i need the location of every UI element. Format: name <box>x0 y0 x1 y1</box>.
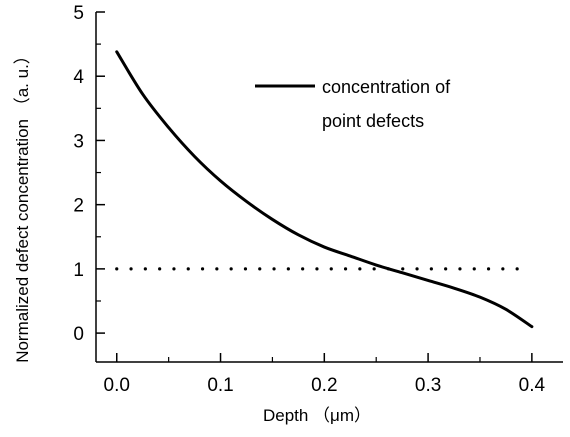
tick-labels: 0 1 2 3 4 5 0.0 0.1 0.2 0.3 0.4 <box>73 3 545 396</box>
x-tick-label: 0.0 <box>104 375 130 396</box>
x-tick-label: 0.2 <box>311 375 337 396</box>
y-tick-label: 3 <box>73 131 84 152</box>
x-tick-label: 0.3 <box>415 375 441 396</box>
legend: concentration of point defects <box>255 77 451 131</box>
ticks <box>96 11 533 362</box>
y-tick-label: 2 <box>73 196 84 217</box>
x-tick-label: 0.1 <box>207 375 233 396</box>
x-tick-label: 0.4 <box>519 375 546 396</box>
axes <box>95 12 563 363</box>
legend-label-line-2: point defects <box>322 111 424 131</box>
y-tick-label: 4 <box>73 67 84 88</box>
x-axis-title: Depth （μm） <box>263 406 371 425</box>
y-axis-title: Normalized defect concentration （a. u.） <box>13 47 32 363</box>
y-tick-label: 0 <box>73 324 84 345</box>
y-tick-label: 5 <box>73 3 84 24</box>
y-tick-label: 1 <box>73 260 84 281</box>
legend-label-line-1: concentration of <box>322 77 451 97</box>
series-line-defects <box>115 50 534 329</box>
series <box>115 50 534 329</box>
